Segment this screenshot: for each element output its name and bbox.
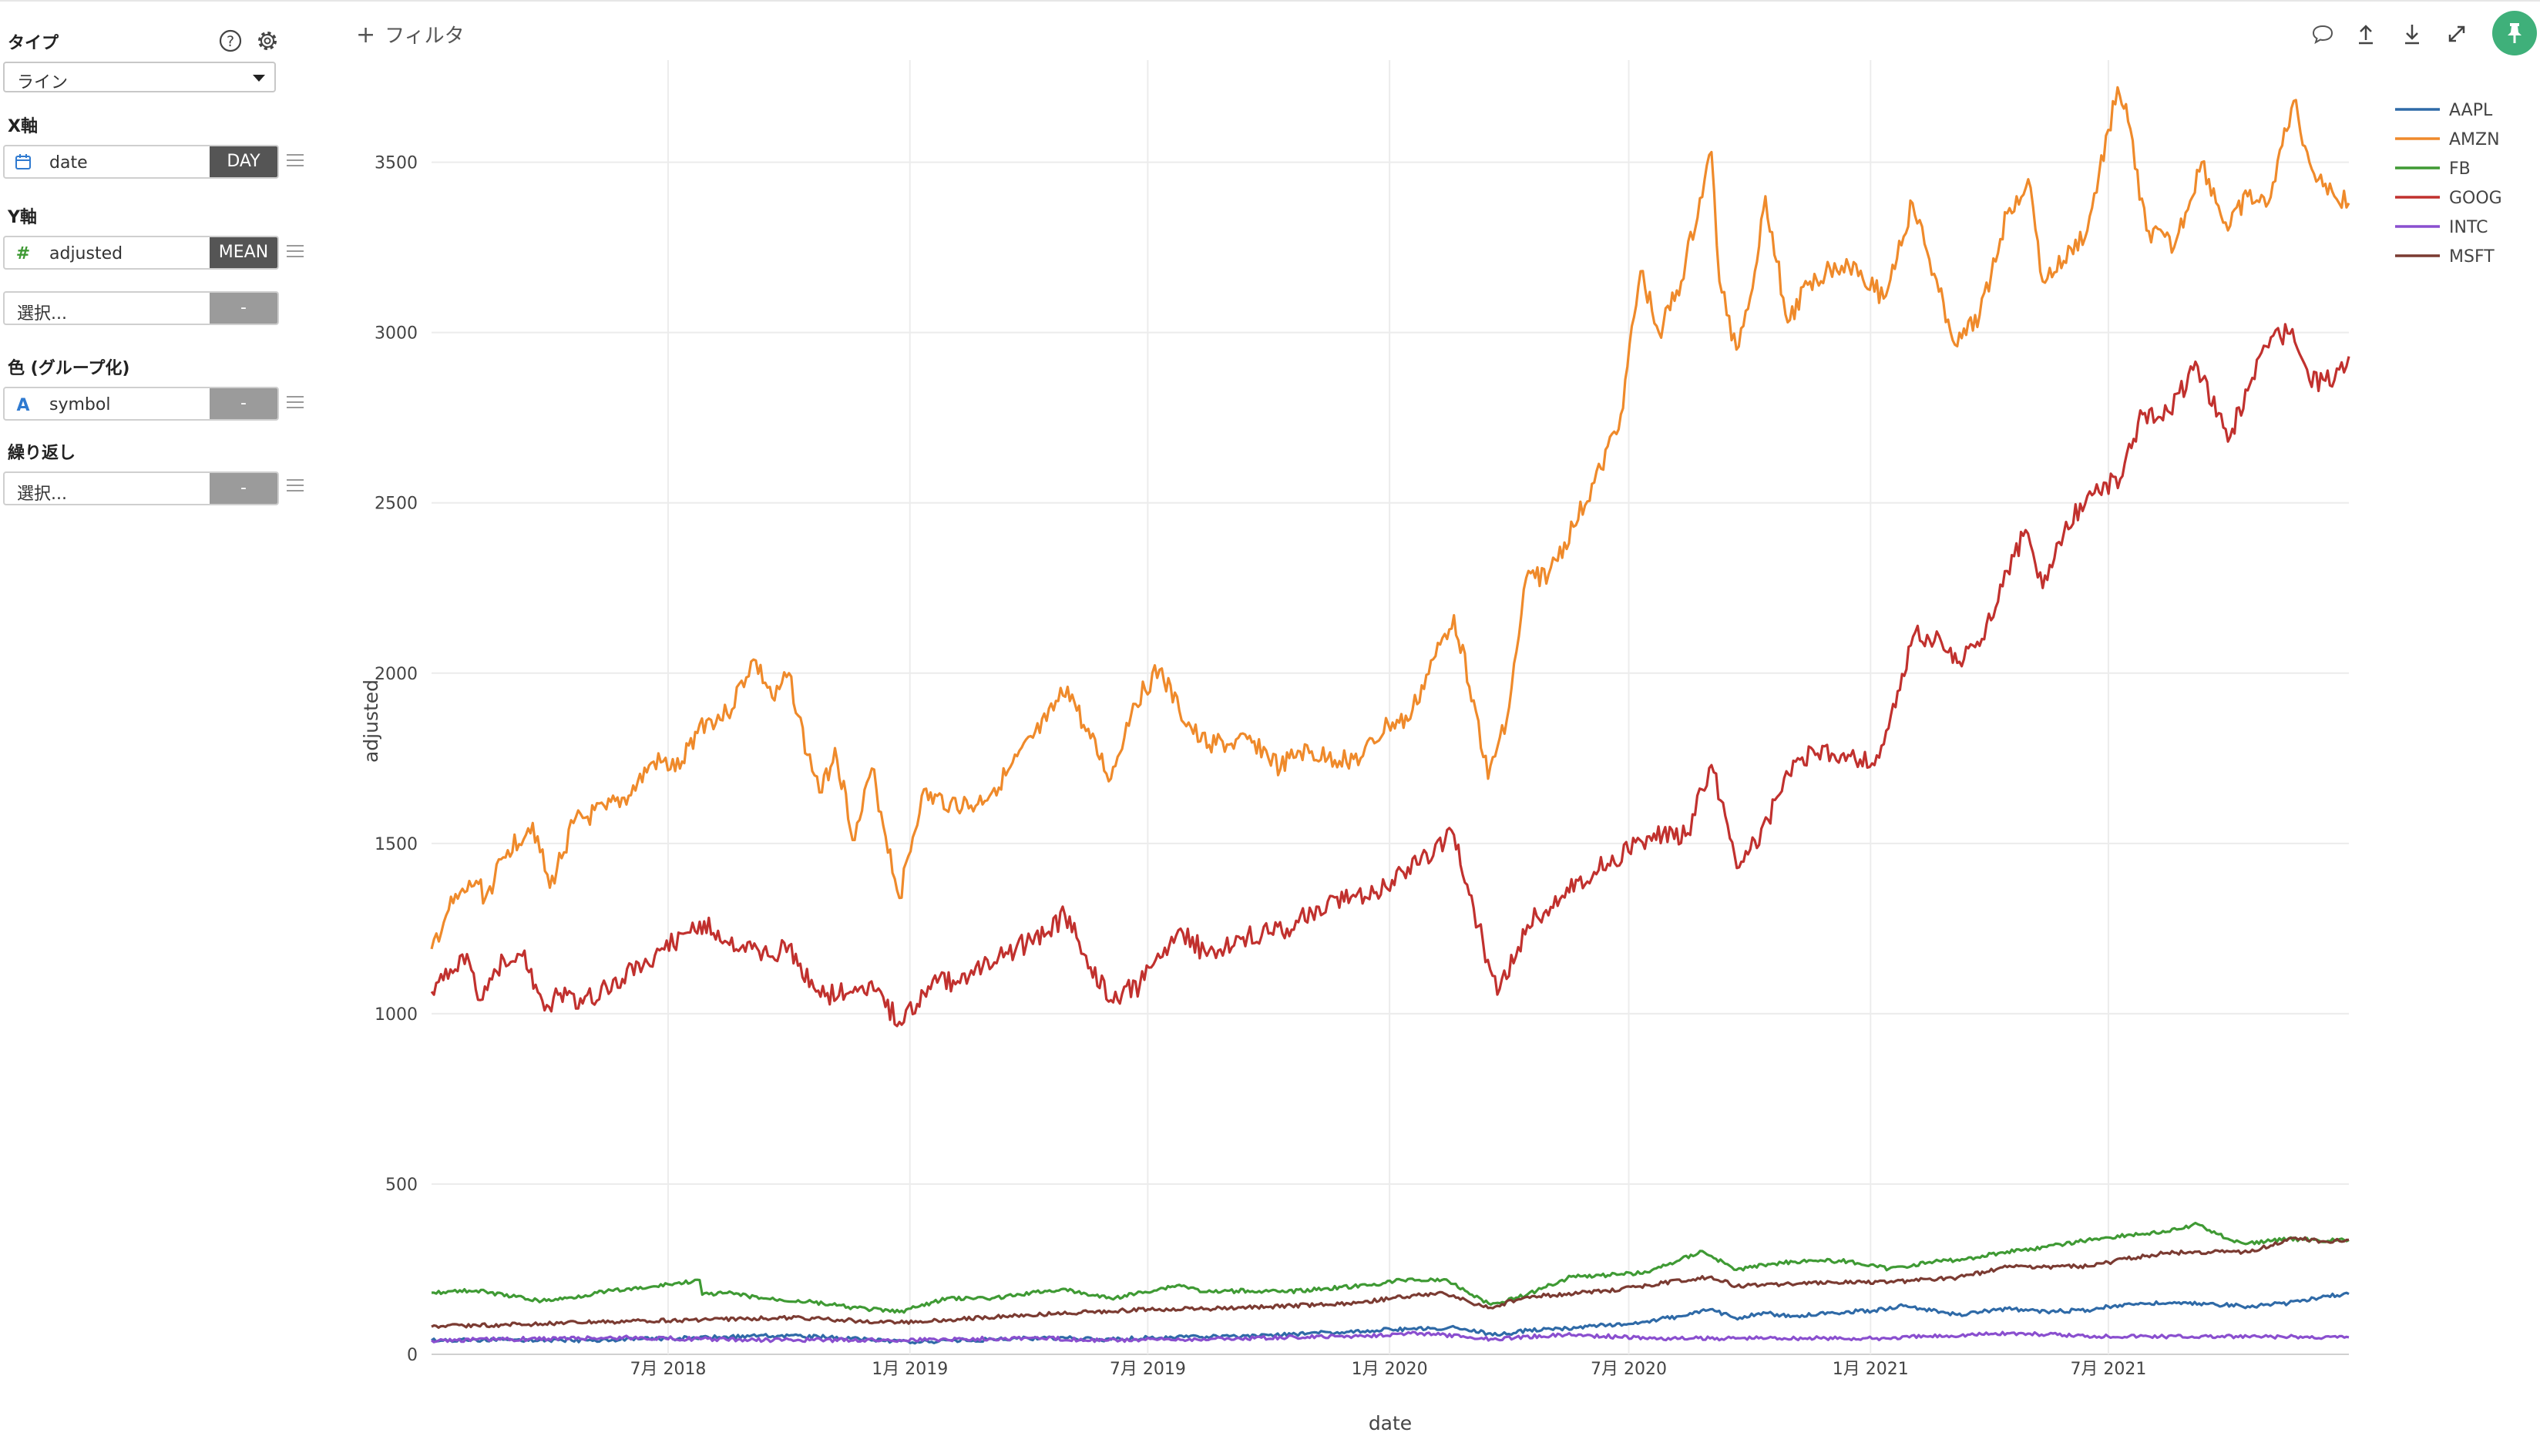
series-line-intc[interactable]: [431, 1330, 2350, 1344]
y-axis-field[interactable]: # adjusted MEAN: [3, 236, 279, 270]
y-axis-label: Y軸: [8, 208, 37, 227]
y-tick-label: 1000: [375, 1005, 418, 1025]
legend-label-fb[interactable]: FB: [2449, 159, 2471, 179]
x-tick-label: 7月 2019: [1110, 1360, 1186, 1379]
chart-type-value: ライン: [17, 73, 69, 92]
series-line-fb[interactable]: [432, 1221, 2350, 1314]
pin-button[interactable]: [2492, 11, 2537, 55]
chevron-down-icon: [253, 75, 265, 82]
color-agg-button[interactable]: -: [210, 388, 277, 419]
series-layer: [430, 86, 2350, 1345]
expand-icon[interactable]: [2443, 20, 2471, 48]
x-tick-label: 1月 2019: [872, 1360, 948, 1379]
chart-type-select[interactable]: ライン: [3, 62, 276, 92]
x-tick-label: 7月 2018: [630, 1360, 706, 1379]
legend-label-aapl[interactable]: AAPL: [2449, 101, 2493, 120]
y-axis-title: adjusted: [360, 679, 382, 763]
repeat-menu-icon[interactable]: [287, 479, 304, 493]
color-field[interactable]: A symbol -: [3, 387, 279, 421]
x-axis-menu-icon[interactable]: [287, 154, 304, 168]
repeat-placeholder: 選択...: [17, 485, 67, 504]
type-label: タイプ: [8, 34, 59, 53]
y-axis-field-name: adjusted: [49, 244, 123, 263]
gear-icon[interactable]: [254, 28, 281, 54]
grid-lines: [432, 60, 2349, 1355]
upload-icon[interactable]: [2352, 20, 2380, 48]
y-axis-second-agg-button[interactable]: -: [210, 293, 277, 324]
top-border: [0, 0, 2540, 2]
y-tick-label: 2000: [375, 665, 418, 684]
svg-text:#: #: [16, 244, 30, 262]
comment-icon[interactable]: [2309, 20, 2337, 48]
svg-text:?: ?: [227, 33, 234, 50]
help-icon[interactable]: ?: [217, 28, 244, 54]
x-axis-agg-button[interactable]: DAY: [210, 146, 277, 177]
repeat-agg-button[interactable]: -: [210, 473, 277, 504]
y-axis-second-placeholder: 選択...: [17, 304, 67, 324]
download-icon[interactable]: [2398, 20, 2426, 48]
number-icon: #: [16, 244, 30, 262]
series-line-aapl[interactable]: [431, 1291, 2350, 1345]
x-tick-label: 7月 2020: [1591, 1360, 1667, 1379]
x-tick-label: 7月 2021: [2070, 1360, 2146, 1379]
add-filter-button[interactable]: + フィルタ: [356, 20, 465, 49]
y-tick-label: 1500: [375, 835, 418, 854]
color-field-name: symbol: [49, 395, 111, 414]
axes: 0 500 1000 1500 2000 2500 3000 3500 7月 2018 1月 20…: [375, 154, 2146, 1379]
filter-label: フィルタ: [385, 25, 465, 48]
color-group-label: 色 (グループ化): [8, 359, 130, 378]
y-tick-label: 3500: [375, 154, 418, 173]
legend-label-msft[interactable]: MSFT: [2449, 247, 2495, 267]
repeat-label: 繰り返し: [8, 444, 76, 463]
series-line-goog[interactable]: [430, 323, 2350, 1028]
legend-label-intc[interactable]: INTC: [2449, 218, 2488, 237]
chart-settings-panel: タイプ ? ライン X軸 date DAY Y軸 # adjusted MEAN…: [0, 0, 316, 1456]
svg-text:A: A: [16, 396, 29, 413]
legend-label-amzn[interactable]: AMZN: [2449, 130, 2500, 149]
series-line-msft[interactable]: [431, 1236, 2350, 1329]
color-menu-icon[interactable]: [287, 396, 304, 410]
y-tick-label: 500: [385, 1176, 418, 1195]
calendar-icon: [15, 154, 31, 169]
x-tick-label: 1月 2021: [1833, 1360, 1909, 1379]
x-tick-label: 1月 2020: [1352, 1360, 1428, 1379]
x-axis-title: date: [1369, 1412, 1412, 1434]
y-axis-agg-button[interactable]: MEAN: [210, 237, 277, 268]
y-axis-menu-icon[interactable]: [287, 245, 304, 259]
x-axis-field[interactable]: date DAY: [3, 145, 279, 179]
x-axis-label: X軸: [8, 117, 38, 136]
y-axis-second-field[interactable]: 選択... -: [3, 291, 279, 325]
series-line-amzn[interactable]: [430, 86, 2350, 950]
y-tick-label: 2500: [375, 495, 418, 514]
y-tick-label: 0: [407, 1346, 418, 1365]
text-type-icon: A: [16, 396, 29, 413]
legend[interactable]: AAPL AMZN FB GOOG INTC MSFT: [2395, 101, 2502, 267]
y-tick-label: 3000: [375, 324, 418, 344]
repeat-field[interactable]: 選択... -: [3, 471, 279, 505]
x-axis-field-name: date: [49, 153, 88, 173]
plus-icon: +: [356, 22, 376, 49]
legend-label-goog[interactable]: GOOG: [2449, 189, 2502, 208]
pin-icon: [2508, 23, 2522, 43]
